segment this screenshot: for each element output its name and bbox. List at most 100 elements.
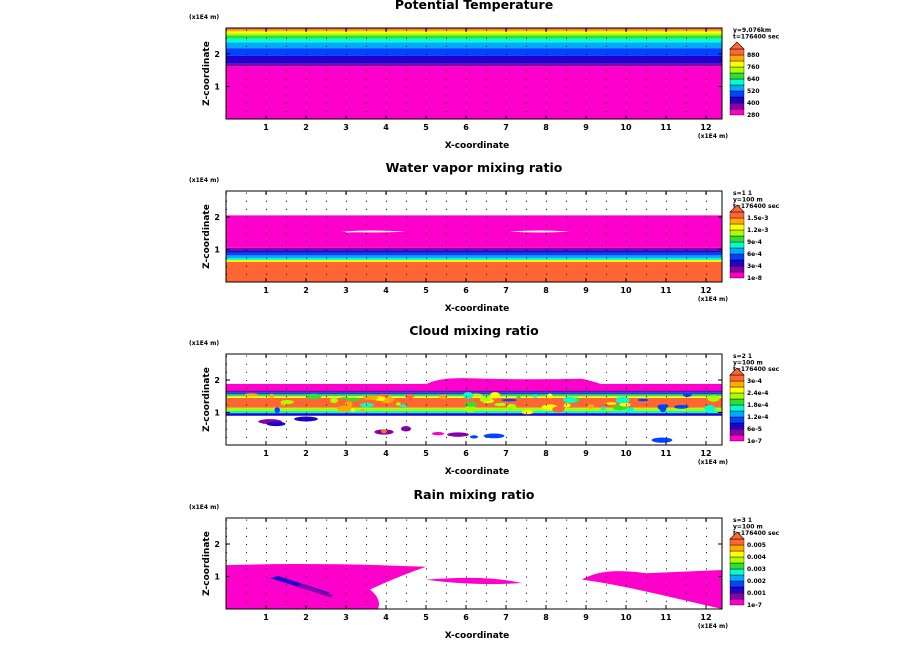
- grid-dot: [386, 363, 387, 365]
- grid-dot: [506, 412, 507, 414]
- grid-dot: [666, 208, 667, 210]
- grid-dot: [646, 380, 647, 381]
- grid-dot: [686, 86, 687, 88]
- grid-dot: [266, 45, 267, 47]
- grid-dot: [466, 600, 467, 602]
- grid-dot: [366, 37, 367, 39]
- contour-band: [226, 257, 722, 260]
- grid-dot: [526, 584, 527, 586]
- grid-dot: [546, 552, 547, 554]
- grid-dot: [266, 225, 267, 227]
- grid-dot: [386, 54, 387, 55]
- grid-dot: [326, 388, 327, 390]
- grid-dot: [426, 584, 427, 586]
- grid-dot: [666, 45, 667, 47]
- grid-dot: [246, 568, 247, 570]
- grid-dot: [366, 592, 367, 594]
- grid-dot: [686, 217, 687, 218]
- cloud-cell: [547, 393, 553, 399]
- grid-dot: [526, 70, 527, 72]
- grid-dot: [526, 249, 527, 251]
- grid-dot: [426, 78, 427, 80]
- grid-dot: [466, 78, 467, 80]
- grid-dot: [526, 371, 527, 373]
- rain-region: [582, 570, 722, 609]
- grid-dot: [646, 192, 647, 194]
- grid-dot: [446, 519, 447, 521]
- grid-dot: [606, 54, 607, 55]
- grid-dot: [286, 110, 287, 112]
- grid-dot: [466, 428, 467, 430]
- grid-dot: [506, 576, 507, 578]
- cloud-cell: [619, 402, 631, 407]
- grid-dot: [306, 552, 307, 554]
- x-tick-label: 3: [343, 123, 349, 132]
- x-tick-label: 10: [620, 286, 632, 295]
- colorbar-swatch: [729, 90, 745, 98]
- z-unit-label: (x1E4 m): [189, 340, 219, 347]
- cloud-fragment: [447, 432, 469, 437]
- grid-dot: [346, 560, 347, 562]
- grid-dot: [466, 584, 467, 586]
- grid-dot: [306, 217, 307, 218]
- grid-dot: [286, 62, 287, 64]
- grid-dot: [286, 233, 287, 235]
- grid-dot: [646, 257, 647, 259]
- grid-dot: [526, 600, 527, 602]
- grid-dot: [406, 249, 407, 251]
- grid-dot: [526, 192, 527, 194]
- grid-dot: [646, 519, 647, 521]
- grid-dot: [266, 217, 267, 218]
- grid-dot: [606, 200, 607, 202]
- grid-dot: [246, 428, 247, 430]
- grid-dot: [666, 241, 667, 243]
- grid-dot: [586, 388, 587, 390]
- grid-dot: [286, 37, 287, 39]
- cloud-cell: [532, 394, 538, 398]
- grid-dot: [386, 265, 387, 267]
- grid-dot: [426, 363, 427, 365]
- grid-dot: [306, 404, 307, 406]
- grid-dot: [246, 45, 247, 47]
- grid-dot: [486, 110, 487, 112]
- x-unit-label: (x1E4 m): [698, 296, 728, 303]
- grid-dot: [626, 404, 627, 406]
- grid-dot: [646, 363, 647, 365]
- grid-dot: [486, 568, 487, 570]
- grid-dot: [466, 110, 467, 112]
- grid-dot: [326, 568, 327, 570]
- grid-dot: [426, 233, 427, 235]
- grid-dot: [346, 217, 347, 218]
- grid-dot: [686, 62, 687, 64]
- grid-dot: [626, 412, 627, 414]
- colorbar-swatch: [729, 380, 745, 388]
- grid-dot: [706, 576, 707, 578]
- grid-dot: [506, 54, 507, 55]
- grid-dot: [586, 412, 587, 414]
- grid-dot: [566, 355, 567, 357]
- grid-dot: [566, 420, 567, 422]
- dry-patch: [510, 230, 570, 233]
- grid-dot: [326, 273, 327, 275]
- colorbar-swatch: [729, 241, 745, 249]
- grid-dot: [266, 420, 267, 422]
- grid-dot: [626, 552, 627, 554]
- x-tick-label: 8: [543, 613, 549, 622]
- grid-dot: [446, 78, 447, 80]
- grid-dot: [426, 102, 427, 104]
- cloud-cell: [438, 394, 447, 400]
- grid-dot: [486, 273, 487, 275]
- grid-dot: [506, 592, 507, 594]
- grid-dot: [546, 257, 547, 259]
- grid-dot: [426, 257, 427, 259]
- grid-dot: [546, 535, 547, 537]
- grid-dot: [266, 241, 267, 243]
- colorbar-label: 1.8e-4: [747, 402, 768, 409]
- grid-dot: [646, 592, 647, 594]
- grid-dot: [526, 576, 527, 578]
- grid-dot: [366, 110, 367, 112]
- grid-dot: [366, 192, 367, 194]
- grid-dot: [246, 54, 247, 55]
- grid-dot: [606, 560, 607, 562]
- grid-dot: [406, 86, 407, 88]
